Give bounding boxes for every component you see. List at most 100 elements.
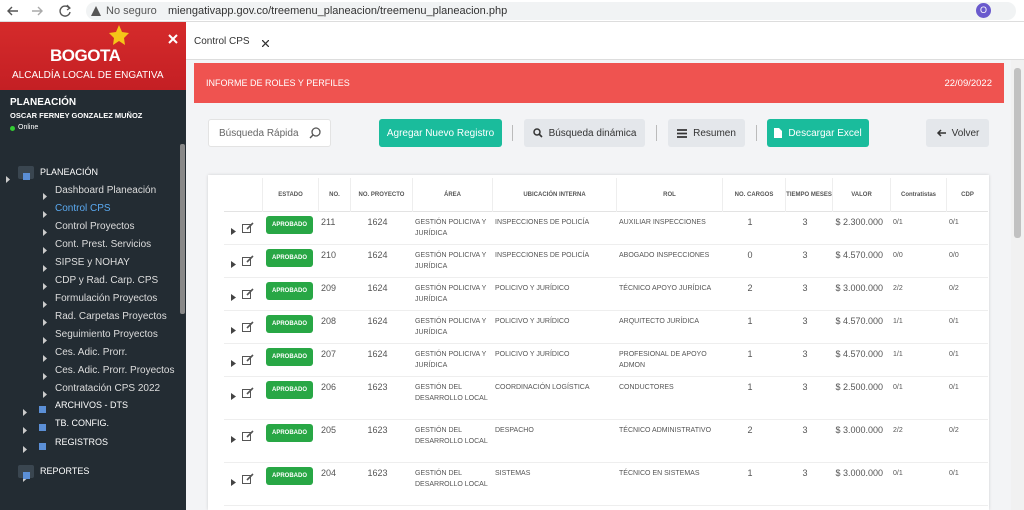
table-cell: 1623 (367, 468, 388, 478)
page-scrollbar (1011, 60, 1024, 510)
table-cell: 1624 (367, 283, 388, 293)
column-header-text[interactable]: TIEMPO MESES (786, 192, 832, 198)
table-cell: 3 (802, 250, 808, 260)
menu-item[interactable]: REPORTES (40, 466, 90, 476)
column-header-text[interactable]: NO. (329, 192, 340, 198)
toolbar-button[interactable]: Volver (926, 119, 989, 147)
search-input[interactable]: Búsqueda Rápida (208, 119, 331, 147)
table-cell: 0/1 (949, 318, 959, 325)
edit-icon[interactable] (242, 471, 254, 489)
profile-avatar[interactable]: O (976, 3, 991, 18)
submenu-item[interactable]: Control CPS (55, 203, 111, 214)
menu-icon (38, 419, 47, 437)
edit-icon[interactable] (242, 352, 254, 370)
section-title: PLANEACIÓN (10, 97, 77, 108)
expand-icon[interactable] (231, 387, 236, 405)
scroll-thumb[interactable] (1014, 68, 1021, 238)
toolbar-button[interactable]: Descargar Excel (767, 119, 869, 147)
edit-icon[interactable] (242, 385, 254, 403)
toolbar-divider (656, 125, 657, 141)
table-cell: $ 2.300.000 (835, 217, 883, 227)
expand-icon[interactable] (231, 430, 236, 448)
table-cell: 0/1 (949, 384, 959, 391)
column-header-text[interactable]: ESTADO (278, 192, 303, 198)
expand-icon[interactable] (231, 473, 236, 491)
toolbar-button[interactable]: Resumen (668, 119, 745, 147)
sidebar-scrollbar (180, 144, 185, 314)
status-badge[interactable]: APROBADO (266, 249, 313, 267)
submenu-item[interactable]: Contratación CPS 2022 (55, 383, 161, 394)
table-cell: ABOGADO INSPECCIONES (619, 252, 710, 259)
submenu-caret (42, 385, 48, 403)
table-cell: 1624 (367, 217, 388, 227)
edit-icon[interactable] (242, 253, 254, 271)
table-cell: GESTIÓN POLICIVA Y JURÍDICA (415, 219, 487, 237)
table-cell: 3 (802, 468, 808, 478)
tab[interactable]: Control CPS (194, 36, 250, 47)
status-badge[interactable]: APROBADO (266, 282, 313, 300)
table-cell: TÉCNICO APOYO JURÍDICA (619, 285, 712, 292)
toolbar-button[interactable]: Búsqueda dinámica (524, 119, 645, 147)
submenu-item[interactable]: Ces. Adic. Prorr. Proyectos (55, 365, 175, 376)
column-header-text[interactable]: VALOR (851, 192, 872, 198)
table-cell: GESTIÓN POLICIVA Y JURÍDICA (415, 252, 487, 270)
column-header-text[interactable]: NO. CARGOS (734, 192, 774, 198)
status-badge[interactable]: APROBADO (266, 315, 313, 333)
status-badge[interactable]: APROBADO (266, 467, 313, 485)
column-header-text[interactable]: Contratistas (900, 192, 936, 198)
tab-close[interactable] (262, 40, 269, 47)
status-badge[interactable]: APROBADO (266, 381, 313, 399)
edit-icon[interactable] (242, 286, 254, 304)
submenu-item[interactable]: Ces. Adic. Prorr. (55, 347, 128, 358)
column-header-text[interactable]: ÁREA (443, 192, 461, 198)
status-badge[interactable]: APROBADO (266, 424, 313, 442)
column-header-text[interactable]: ROL (663, 192, 676, 198)
table-row (224, 212, 988, 245)
status-badge[interactable]: APROBADO (266, 348, 313, 366)
submenu-item[interactable]: Rad. Carpetas Proyectos (55, 311, 167, 322)
submenu-caret (42, 349, 48, 367)
edit-icon[interactable] (242, 428, 254, 446)
table-cell: 1 (747, 382, 753, 392)
report-date: 22/09/2022 (944, 78, 992, 89)
submenu-item[interactable]: Control Proyectos (55, 221, 135, 232)
nav-icons (7, 4, 71, 17)
edit-icon[interactable] (242, 220, 254, 238)
submenu-item[interactable]: CDP y Rad. Carp. CPS (55, 275, 159, 286)
submenu-item[interactable]: Cont. Prest. Servicios (55, 239, 152, 250)
submenu-caret (42, 259, 48, 277)
close-icon[interactable] (168, 34, 178, 44)
user-status: Online (18, 124, 39, 131)
menu-icon (22, 168, 31, 186)
menu-icon (38, 401, 47, 419)
table-row (224, 344, 988, 377)
menu-caret (22, 403, 28, 421)
button-label: Agregar Nuevo Registro (386, 127, 495, 139)
menu-item[interactable]: TB. CONFIG. (55, 418, 109, 428)
column-header-text[interactable]: NO. PROYECTO (358, 192, 405, 198)
edit-icon[interactable] (242, 319, 254, 337)
menu-item[interactable]: REGISTROS (55, 437, 109, 447)
submenu-item[interactable]: Dashboard Planeación (55, 185, 157, 196)
expand-icon[interactable] (231, 354, 236, 372)
expand-icon[interactable] (231, 321, 236, 339)
table-cell: AUXILIAR INSPECCIONES (619, 219, 706, 226)
table-cell: $ 3.000.000 (835, 468, 883, 478)
address-bar[interactable] (86, 2, 1016, 20)
status-badge[interactable]: APROBADO (266, 216, 313, 234)
column-header-text[interactable]: UBICACIÓN INTERNA (523, 192, 586, 198)
button-label: Búsqueda dinámica (548, 127, 637, 139)
menu-item[interactable]: PLANEACIÓN (40, 167, 99, 177)
submenu-item[interactable]: Formulación Proyectos (55, 293, 158, 304)
expand-icon[interactable] (231, 288, 236, 306)
table-cell: GESTIÓN DEL DESARROLLO LOCAL (415, 427, 488, 445)
submenu-item[interactable]: Seguimiento Proyectos (55, 329, 158, 340)
toolbar-button[interactable]: Agregar Nuevo Registro (379, 119, 502, 147)
user-name: OSCAR FERNEY GONZALEZ MUÑOZ (10, 111, 143, 120)
column-header-text[interactable]: CDP (961, 192, 974, 198)
menu-item[interactable]: ARCHIVOS - DTS (55, 400, 129, 410)
expand-icon[interactable] (231, 222, 236, 240)
submenu-item[interactable]: SIPSE y NOHAY (55, 257, 130, 268)
expand-icon[interactable] (231, 255, 236, 273)
table-cell: 2/2 (893, 427, 903, 434)
